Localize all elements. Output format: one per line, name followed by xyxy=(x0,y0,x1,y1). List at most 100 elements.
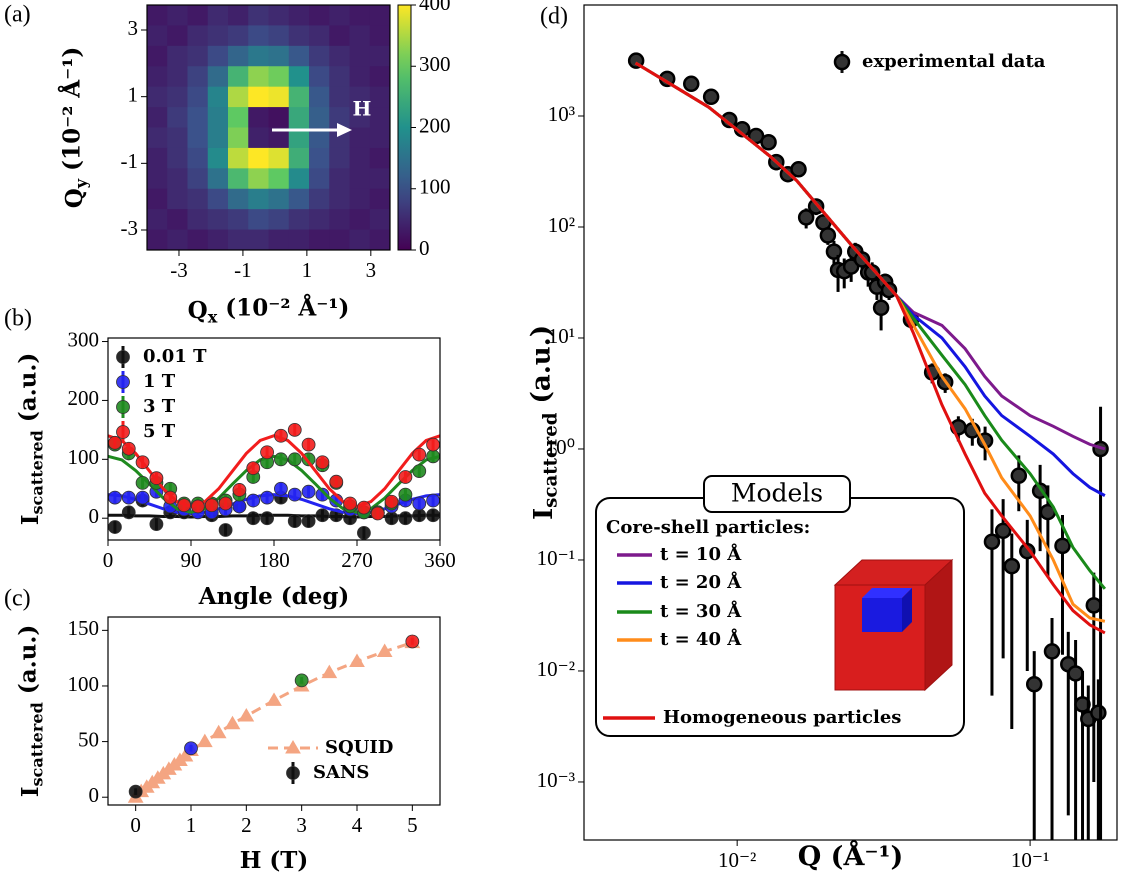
marker xyxy=(232,483,247,497)
y-tick-label: 50 xyxy=(78,727,99,751)
heat-cell xyxy=(147,147,168,169)
heat-cell xyxy=(369,5,390,26)
heat-cell xyxy=(369,188,390,210)
core-top xyxy=(862,588,912,598)
heat-cell xyxy=(349,147,371,169)
marker xyxy=(1067,665,1084,682)
heat-cell xyxy=(207,107,229,128)
heat-cell xyxy=(187,5,209,26)
marker xyxy=(121,441,136,456)
plot-area xyxy=(147,5,390,250)
heat-cell xyxy=(187,66,209,88)
heat-cell xyxy=(288,147,310,169)
legend-label: t = 10 Å xyxy=(660,542,742,565)
heat-cell xyxy=(349,5,371,26)
label-rest: (a.u.) xyxy=(15,625,42,702)
heat-cell xyxy=(207,66,229,88)
marker xyxy=(121,505,136,520)
y-tick-label: 10⁰ xyxy=(546,435,575,459)
marker xyxy=(384,511,399,526)
heat-cell xyxy=(248,127,269,149)
heat-cell xyxy=(207,168,229,190)
x-tick-label: 3 xyxy=(296,813,307,837)
label-sub: x xyxy=(208,307,218,326)
marker xyxy=(376,643,393,657)
marker xyxy=(321,664,338,679)
y-tick-label: -3 xyxy=(121,216,139,240)
y-tick-label: 100 xyxy=(68,672,100,696)
marker xyxy=(994,522,1012,540)
colorbar xyxy=(397,4,412,251)
heat-cell xyxy=(147,229,168,250)
marker xyxy=(287,422,302,437)
heat-cell xyxy=(349,25,371,47)
marker xyxy=(398,487,413,502)
marker xyxy=(287,452,302,467)
heat-cell xyxy=(268,168,290,190)
heat-cell xyxy=(369,147,390,169)
marker xyxy=(833,53,851,71)
y-tick-label: 100 xyxy=(68,445,100,469)
heat-cell xyxy=(167,147,188,169)
heat-cell xyxy=(309,168,330,190)
label-sub: y xyxy=(71,178,90,189)
marker xyxy=(218,496,233,511)
marker xyxy=(315,508,330,523)
label-main: I xyxy=(17,787,44,798)
marker xyxy=(426,449,440,464)
heat-cell xyxy=(288,66,310,88)
y-tick-label: 10⁻³ xyxy=(537,768,575,792)
marker xyxy=(721,111,738,129)
heat-cell xyxy=(268,107,290,128)
x-tick-label: 2 xyxy=(241,813,252,837)
heat-cell xyxy=(147,168,168,190)
x-tick-label: 10⁻² xyxy=(718,848,756,872)
marker xyxy=(797,209,815,226)
marker xyxy=(116,425,130,439)
legend-label: experimental data xyxy=(862,51,1046,72)
heat-cell xyxy=(349,45,371,67)
heat-cell xyxy=(288,188,310,210)
x-tick-label: 360 xyxy=(424,548,456,572)
heat-cell xyxy=(167,188,188,210)
line xyxy=(634,61,1106,451)
heat-cell xyxy=(167,86,188,108)
marker xyxy=(682,75,700,93)
x-tick-label: 10⁻¹ xyxy=(1011,848,1049,872)
heat-cell xyxy=(288,25,310,47)
heat-cell xyxy=(288,229,310,250)
plot-area xyxy=(108,422,440,540)
heat-cell xyxy=(248,209,269,231)
marker xyxy=(702,88,720,106)
y-tick-label: 0 xyxy=(89,783,100,807)
heat-cell xyxy=(288,107,310,128)
marker xyxy=(412,447,427,462)
heat-cell xyxy=(147,86,168,108)
heat-cell xyxy=(248,188,269,210)
heat-cell xyxy=(329,147,350,169)
axis-label: H (T) xyxy=(240,847,309,874)
heat-cell xyxy=(349,107,371,128)
panel-label: (d) xyxy=(540,4,568,30)
marker xyxy=(1025,675,1043,693)
axis-label: Iscattered (a.u.) xyxy=(526,325,561,520)
label-rest: (a.u.) xyxy=(15,353,42,430)
colorbar-tick-label: 200 xyxy=(419,113,451,137)
marker xyxy=(1090,704,1107,722)
heat-cell xyxy=(228,5,249,26)
marker xyxy=(412,508,427,523)
heat-cell xyxy=(228,86,249,108)
label-main: I xyxy=(529,508,559,520)
legend-label: t = 30 Å xyxy=(660,599,742,622)
heat-cell xyxy=(268,86,290,108)
heat-cell xyxy=(147,25,168,47)
heat-cell xyxy=(147,107,168,128)
marker xyxy=(274,481,288,496)
heat-cell xyxy=(187,188,209,210)
marker xyxy=(177,498,191,513)
marker xyxy=(426,437,440,452)
marker xyxy=(149,471,164,486)
marker xyxy=(747,127,765,145)
